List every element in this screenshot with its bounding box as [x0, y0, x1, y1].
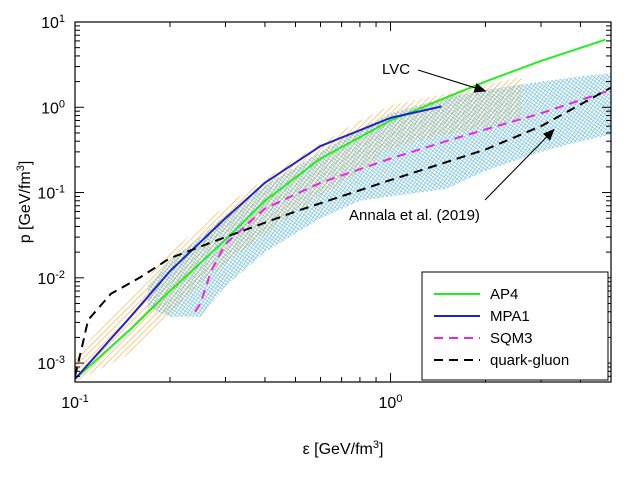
annotation-annala-et-al-2019: Annala et al. (2019)	[349, 207, 480, 224]
x-axis-label: ε [GeV/fm3]	[303, 439, 384, 458]
y-tick-label: 10-2	[37, 269, 65, 288]
annotation-lvc: LVC	[382, 61, 410, 78]
series-line-mpa1	[75, 105, 442, 380]
y-tick-label: 10-1	[37, 184, 65, 203]
plot-frame	[74, 21, 612, 383]
series-line-sqm3	[194, 88, 611, 313]
x-tick-label: 100	[379, 393, 403, 412]
series-line-quark-gluon	[75, 86, 611, 377]
y-tick-label: 10-3	[37, 354, 65, 373]
legend-label-sqm3: SQM3	[490, 330, 533, 347]
y-tick-label: 100	[41, 98, 65, 117]
plot-border	[74, 21, 612, 383]
legend-label-ap4: AP4	[490, 286, 518, 303]
legend-box	[421, 271, 609, 381]
legend-label-quark-gluon: quark-gluon	[490, 352, 569, 369]
legend: AP4 MPA1 SQM3 quark-gluon	[421, 271, 609, 381]
x-tick-label: 10-1	[61, 393, 89, 412]
bands-layer	[75, 73, 611, 382]
tick-labels: 10-1 100 10-3 10-2 10-1 100 101	[37, 13, 402, 412]
series-line-ap4	[75, 38, 606, 380]
y-tick-label: 101	[41, 13, 65, 32]
annotation-arrow	[417, 69, 487, 93]
series-layer	[75, 38, 611, 380]
band-lvc	[75, 76, 522, 382]
band-annala-et-al-2019	[147, 73, 611, 317]
legend-label-mpa1: MPA1	[490, 308, 530, 325]
annotations-layer: LVC Annala et al. (2019)	[349, 61, 555, 224]
annotation-arrow	[484, 128, 555, 201]
y-axis-label: p [GeV/fm3]	[15, 161, 34, 244]
